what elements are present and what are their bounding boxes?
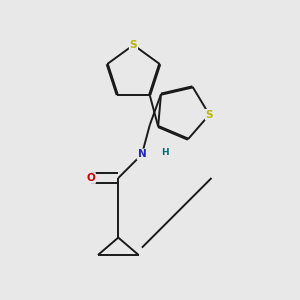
Text: O: O bbox=[86, 173, 95, 183]
Text: N: N bbox=[137, 149, 146, 159]
Text: H: H bbox=[161, 148, 169, 158]
Text: S: S bbox=[130, 40, 137, 50]
Text: S: S bbox=[206, 110, 213, 120]
